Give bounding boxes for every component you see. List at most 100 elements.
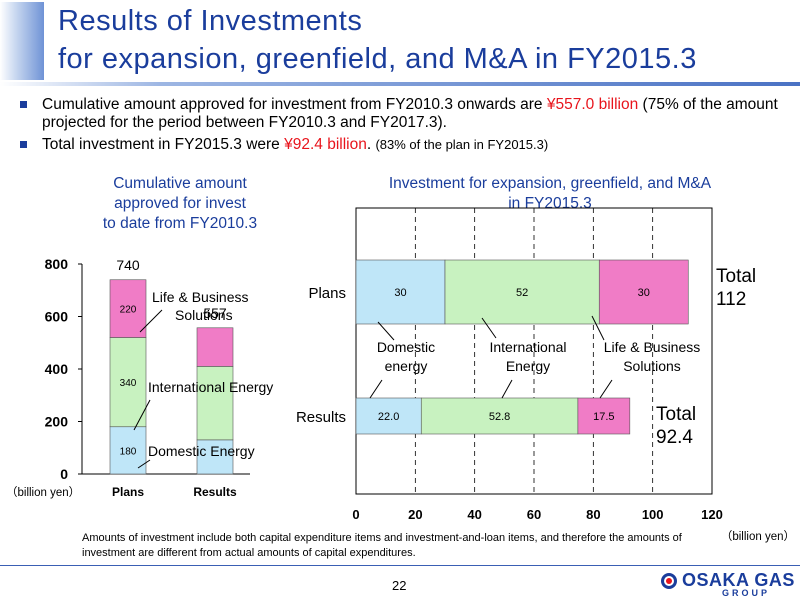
bullet-text: Total investment in FY2015.3 were: [42, 136, 285, 153]
bullet-text-post: .: [366, 136, 376, 153]
left-bar-segment: [109, 337, 147, 428]
left-bar-total: 740: [116, 257, 140, 273]
page-title: Results of Investments for expansion, gr…: [58, 2, 697, 78]
title-accent: [0, 2, 44, 80]
right-bar-label: 30: [638, 287, 650, 299]
left-series-annotation: Life & Business: [152, 289, 249, 305]
left-chart-title: Cumulative amount approved for invest to d…: [103, 175, 257, 232]
left-x-tick-label: Plans: [112, 485, 144, 499]
left-bar-total: 557: [203, 305, 227, 321]
right-annotation-leader: [591, 315, 605, 341]
right-chart-grid: 0 20 40 60 80 100 120 （billion yen）: [352, 207, 795, 543]
right-chart-annotations: Domestic energy International Energy Life & …: [369, 315, 701, 399]
right-series-annotation: energy: [385, 358, 428, 374]
bullet-text-post: (75% of the amount projected for the per…: [42, 96, 778, 131]
right-total-word: Total: [656, 404, 696, 425]
bullet-text: Cumulative amount approved for investmen…: [42, 96, 547, 113]
right-chart-title-line: in FY2015.3: [508, 195, 592, 212]
bullet-list: Cumulative amount approved for investmen…: [20, 96, 790, 158]
right-x-tick-label: 80: [586, 507, 600, 522]
right-bar-label: 52.8: [489, 411, 510, 423]
right-y-category-label: Plans: [308, 285, 346, 302]
right-bar-label: 17.5: [593, 411, 614, 423]
left-bar-segment: [196, 439, 234, 475]
page-title-line2: for expansion, greenfield, and M&A in FY…: [58, 43, 697, 75]
title-bar: Results of Investments for expansion, gr…: [0, 0, 800, 88]
logo-subtext: GROUP: [722, 588, 771, 598]
right-series-annotation: Life & Business: [604, 339, 701, 355]
bullet-item-total: Total investment in FY2015.3 were ¥92.4 …: [20, 136, 790, 154]
right-x-tick-label: 20: [408, 507, 422, 522]
page-title-line1: Results of Investments: [58, 5, 363, 37]
left-chart-bars: 180 340 220 740 557: [109, 257, 234, 475]
right-bar-segment: [420, 397, 579, 435]
right-x-tick-label: 120: [701, 507, 723, 522]
left-annotation-leader: [139, 309, 163, 333]
left-y-tick-label: 800: [45, 256, 69, 272]
right-bar-label: 30: [394, 287, 406, 299]
left-y-tick-label: 400: [45, 361, 69, 377]
logo-wordmark: OSAKA GAS: [682, 570, 795, 590]
left-bar-label: 180: [120, 446, 137, 457]
right-series-annotation: Energy: [506, 358, 550, 374]
left-y-tick-label: 200: [45, 414, 69, 430]
bullet-square-icon: [20, 101, 27, 108]
fy2015-investment-chart: Investment for expansion, greenfield, an…: [296, 175, 795, 543]
left-bar-label: 220: [120, 305, 137, 316]
right-annotation-leader: [599, 379, 613, 399]
right-bar-label: 52: [516, 287, 528, 299]
left-y-tick-label: 0: [60, 466, 68, 482]
right-series-annotation: International: [489, 339, 566, 355]
cumulative-investment-chart: Cumulative amount approved for invest to d…: [6, 175, 273, 499]
flame-logo-icon: [661, 573, 677, 589]
right-annotation-leader: [369, 379, 383, 399]
left-series-annotation: Solutions: [175, 307, 233, 323]
left-annotation-leader: [133, 399, 151, 431]
left-unit-label: （billion yen）: [6, 486, 80, 499]
right-bar-segment: [598, 259, 689, 325]
left-chart-axis: 0 200 400 600 800 （billion yen） Plans Results: [6, 256, 250, 499]
right-unit-label: （billion yen）: [721, 530, 795, 543]
left-y-tick-label: 600: [45, 309, 69, 325]
right-chart-title-line: Investment for expansion, greenfield, an…: [389, 175, 712, 192]
left-bar-segment: [196, 327, 234, 367]
bullet-note: (83% of the plan in FY2015.3): [375, 137, 549, 152]
right-bar-segment: [444, 259, 600, 325]
left-annotation-leader: [137, 459, 151, 469]
left-x-tick-label: Results: [193, 485, 237, 499]
right-annotation-leader: [501, 379, 513, 399]
bullet-highlight: ¥557.0 billion: [546, 96, 639, 113]
right-total-value: 112: [716, 289, 746, 310]
osaka-gas-logo: OSAKA GAS GROUP: [660, 570, 795, 598]
left-chart-annotations: Life & Business Solutions International En…: [133, 289, 273, 469]
right-bar-label: 22.0: [378, 411, 399, 423]
title-underline: [0, 82, 800, 86]
bullet-item-cumulative: Cumulative amount approved for investmen…: [20, 96, 790, 132]
right-x-tick-label: 60: [527, 507, 541, 522]
left-chart-title-line: to date from FY2010.3: [103, 215, 257, 232]
page-number: 22: [392, 578, 407, 593]
right-bar-segment: [355, 397, 422, 435]
bullet-square-icon: [20, 141, 27, 148]
footnote: Amounts of investment include both capit…: [82, 532, 682, 559]
left-bar-segment: [196, 366, 234, 441]
right-annotation-leader: [377, 321, 395, 341]
left-series-annotation: Domestic Energy: [148, 443, 255, 459]
left-series-annotation: International Energy: [148, 379, 273, 395]
right-bar-segment: [355, 259, 446, 325]
right-series-annotation: Domestic: [377, 339, 435, 355]
right-bar-segment: [577, 397, 631, 435]
right-x-tick-label: 100: [642, 507, 664, 522]
right-total-value: 92.4: [656, 427, 693, 448]
left-chart-title-line: Cumulative amount: [113, 175, 247, 192]
left-chart-title-line: approved for invest: [114, 195, 247, 212]
right-chart-title: Investment for expansion, greenfield, an…: [389, 175, 712, 212]
footer-divider: [0, 565, 800, 566]
right-total-word: Total: [716, 266, 756, 287]
left-bar-segment: [109, 279, 147, 338]
left-bar-label: 340: [120, 378, 137, 389]
bullet-highlight: ¥92.4 billion: [284, 136, 367, 153]
right-y-category-label: Results: [296, 409, 346, 426]
right-x-tick-label: 0: [352, 507, 359, 522]
